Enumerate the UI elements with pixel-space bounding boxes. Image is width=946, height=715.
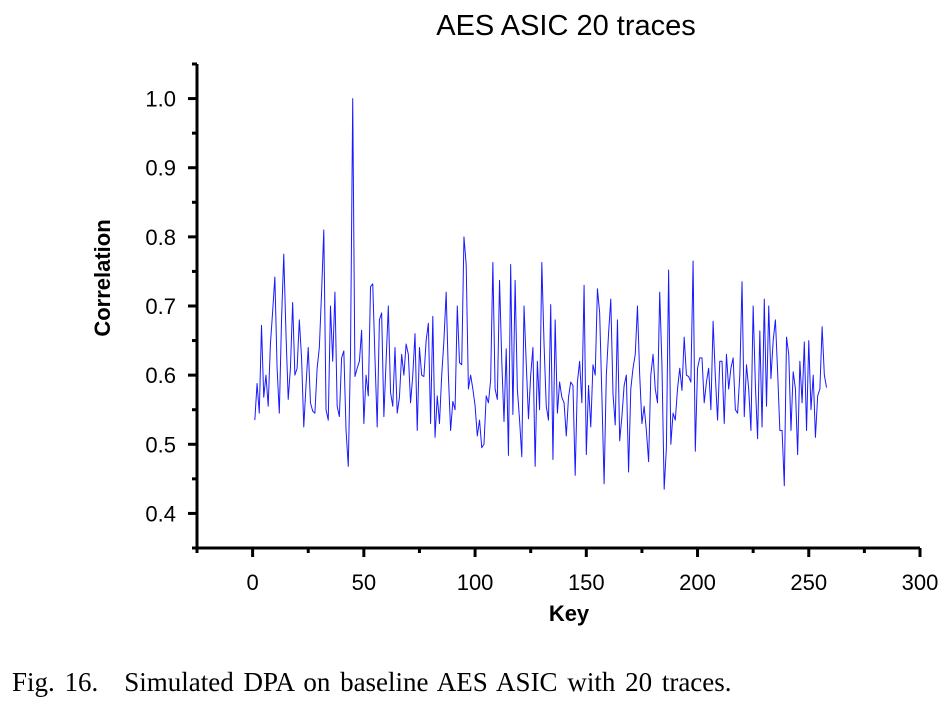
- x-ticks: 0 50 100 150 200 250 300: [197, 548, 938, 595]
- x-tick-label: 250: [790, 570, 827, 595]
- chart-title: AES ASIC 20 traces: [436, 10, 696, 42]
- correlation-chart: AES ASIC 20 traces Correlation Key 0 50 10…: [0, 0, 946, 660]
- y-axis-title: Correlation: [90, 219, 115, 336]
- x-tick-label: 0: [246, 570, 258, 595]
- axes: [197, 64, 920, 548]
- x-tick-label: 150: [568, 570, 605, 595]
- x-tick-label: 100: [457, 570, 494, 595]
- y-tick-label: 0.9: [145, 156, 176, 181]
- y-tick-label: 0.8: [145, 225, 176, 250]
- figure-caption: Fig. 16. Simulated DPA on baseline AES AS…: [12, 667, 942, 698]
- x-tick-label: 200: [679, 570, 716, 595]
- figure-label: Fig. 16.: [12, 667, 98, 697]
- x-tick-label: 300: [902, 570, 939, 595]
- y-tick-label: 0.4: [145, 501, 176, 526]
- correlation-series-line: [255, 99, 827, 490]
- x-tick-label: 50: [352, 570, 376, 595]
- y-tick-label: 0.7: [145, 294, 176, 319]
- series-group: [255, 99, 827, 490]
- y-tick-label: 0.6: [145, 363, 176, 388]
- y-ticks: 0.4 0.5 0.6 0.7 0.8 0.9 1.0: [145, 64, 197, 548]
- figure-caption-text: Simulated DPA on baseline AES ASIC with …: [124, 667, 731, 697]
- y-tick-label: 0.5: [145, 432, 176, 457]
- y-tick-label: 1.0: [145, 87, 176, 112]
- x-axis-title: Key: [549, 601, 590, 626]
